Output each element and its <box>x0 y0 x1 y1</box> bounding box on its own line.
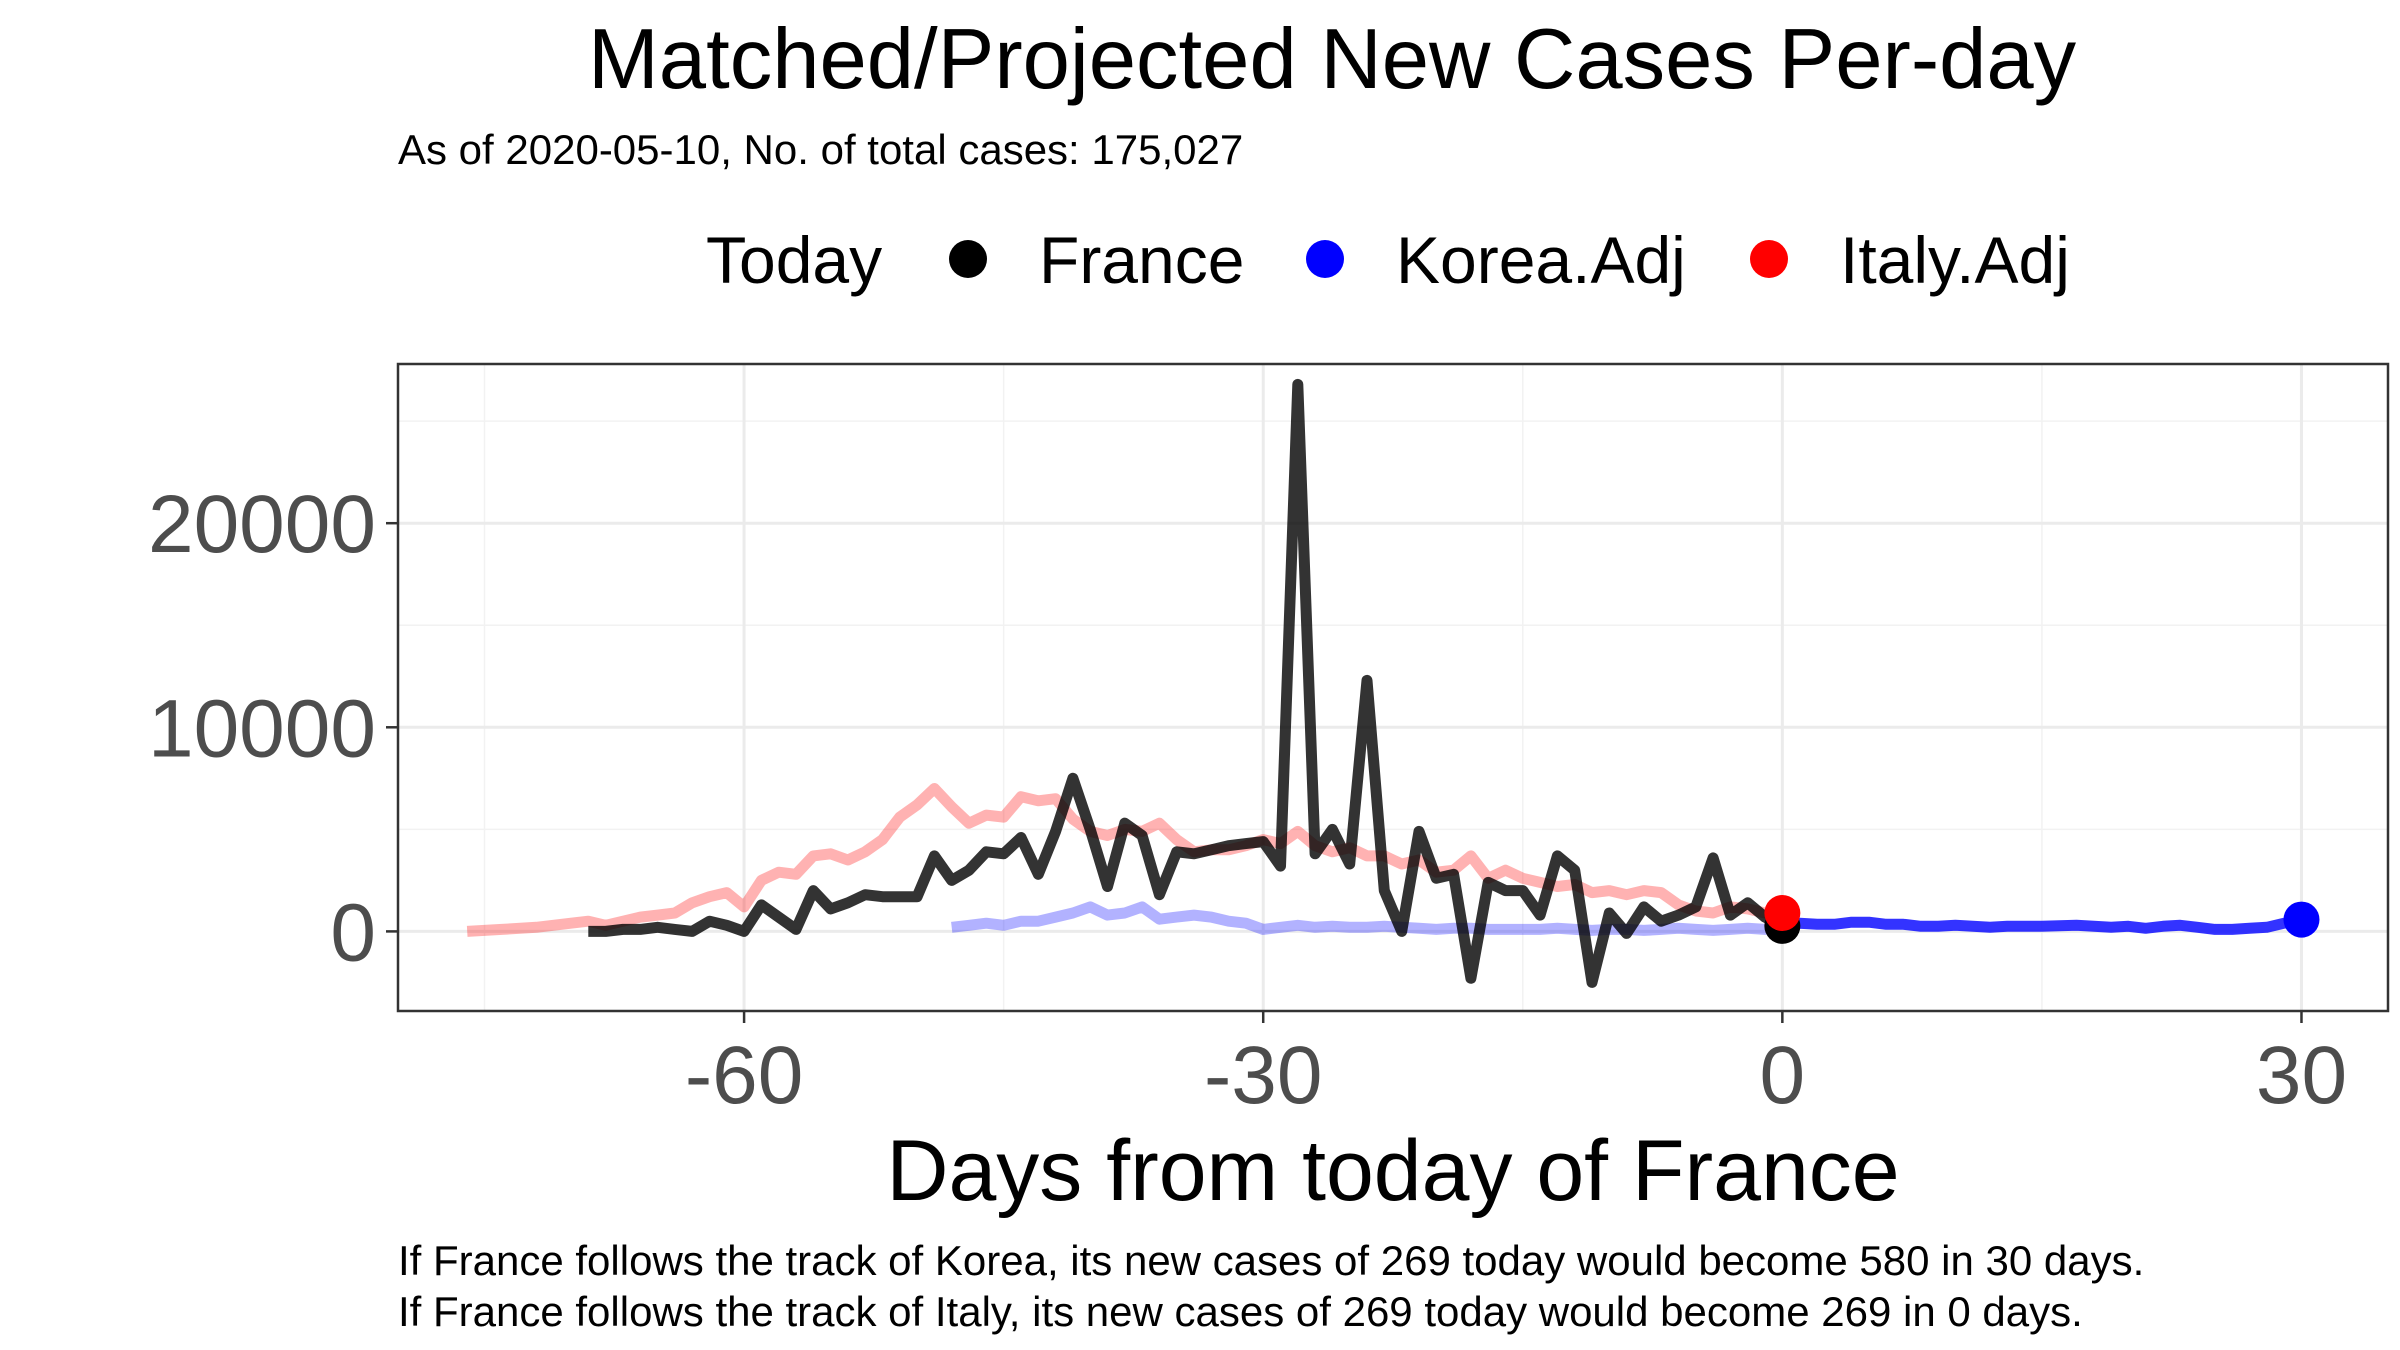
legend-label-italy-adj: Italy.Adj <box>1840 223 2070 297</box>
plot-panel <box>396 362 2390 1013</box>
y-tick-label: 0 <box>330 887 376 978</box>
legend-key-korea-adj <box>1306 240 1344 278</box>
legend-item-france: France <box>949 223 1244 297</box>
x-axis-title: Days from today of France <box>886 1123 1899 1219</box>
points-layer <box>1764 895 2320 944</box>
x-tick-label: 30 <box>2256 1030 2347 1121</box>
legend-item-italy-adj: Italy.Adj <box>1750 223 2070 297</box>
y-tick-label: 10000 <box>148 683 376 774</box>
series-line-korea-adj-projection <box>1781 914 2303 935</box>
legend-item-korea-adj: Korea.Adj <box>1306 223 1686 297</box>
caption-italy: If France follows the track of Italy, it… <box>398 1288 2083 1335</box>
panel-border <box>396 362 2390 1013</box>
caption-korea: If France follows the track of Korea, it… <box>398 1237 2144 1284</box>
series-layer <box>466 378 2303 988</box>
series-line-france <box>588 378 1785 988</box>
series-line-korea-adj <box>951 901 1784 936</box>
chart-title: Matched/Projected New Cases Per-day <box>588 12 2077 107</box>
y-axis: 0 10000 20000 <box>148 479 398 978</box>
legend-key-italy-adj <box>1750 240 1788 278</box>
legend-key-france <box>949 240 987 278</box>
legend-label-france: France <box>1039 223 1244 297</box>
today-point-italy-adj <box>1764 895 1801 932</box>
legend-label-korea-adj: Korea.Adj <box>1396 223 1686 297</box>
chart-subtitle: As of 2020-05-10, No. of total cases: 17… <box>398 126 1243 173</box>
x-tick-label: -60 <box>685 1030 804 1121</box>
legend-title: Today <box>706 223 882 297</box>
legend: Today France Korea.Adj Italy.Adj <box>706 223 2070 297</box>
x-tick-label: 0 <box>1760 1030 1806 1121</box>
x-tick-label: -30 <box>1204 1030 1323 1121</box>
y-tick-label: 20000 <box>148 479 376 570</box>
grid-minor <box>398 364 2388 1011</box>
today-point-korea-adj <box>2283 901 2320 938</box>
x-axis: -60 -30 0 30 <box>685 1011 2347 1121</box>
